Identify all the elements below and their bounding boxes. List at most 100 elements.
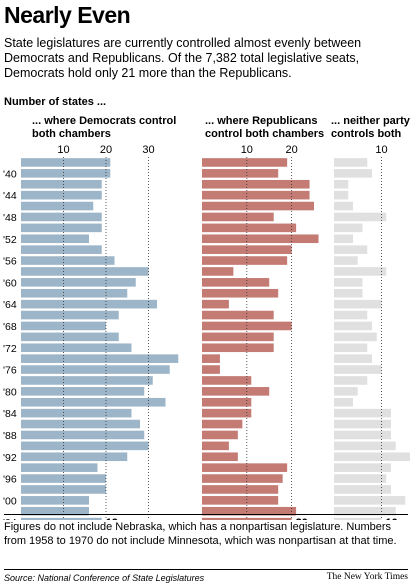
credit: The New York Times <box>326 572 408 582</box>
bar <box>202 485 279 494</box>
end-value-label: 19 <box>106 517 118 520</box>
bar <box>202 387 270 396</box>
republicans-column-header: ... where Republicans control both chamb… <box>205 115 325 140</box>
bar <box>334 169 372 178</box>
bar <box>21 288 128 298</box>
year-label: '48 <box>3 212 17 224</box>
bar <box>334 506 396 516</box>
bar <box>334 158 368 167</box>
bar <box>202 169 279 178</box>
divider-bottom <box>4 569 408 570</box>
bar <box>334 310 368 320</box>
bar <box>202 441 229 451</box>
bar <box>21 267 149 276</box>
bar <box>334 430 391 440</box>
bar <box>334 463 391 472</box>
bar <box>21 408 132 418</box>
bar <box>202 365 220 374</box>
bar <box>334 332 377 342</box>
bar <box>202 332 274 342</box>
bar <box>202 212 274 222</box>
bar <box>202 256 288 265</box>
end-value-label: 10 <box>386 517 398 520</box>
bar <box>21 310 119 320</box>
bar <box>21 190 102 200</box>
bar <box>202 430 238 440</box>
bar <box>334 354 372 363</box>
bar <box>202 463 288 472</box>
bar <box>21 397 166 407</box>
bar <box>21 234 89 244</box>
bar <box>21 158 111 167</box>
bar <box>202 496 279 505</box>
bar <box>21 463 98 472</box>
bar-chart: 10 20 30 19 10 20 20 10 10 '40 '44 '48 '52 '56 '60 '64 '… <box>3 144 410 520</box>
bar <box>202 506 297 516</box>
bar <box>334 485 391 494</box>
bar <box>21 452 128 462</box>
bar <box>334 419 391 429</box>
bar <box>21 485 106 494</box>
tick-label: 10 <box>375 144 387 156</box>
bar <box>21 496 89 505</box>
tick-label: 20 <box>286 144 298 156</box>
bar <box>21 376 153 385</box>
bar <box>21 169 111 178</box>
bar <box>21 223 102 233</box>
bar <box>334 267 387 276</box>
bar <box>202 419 243 429</box>
year-label: '04 <box>3 517 17 520</box>
year-label: '56 <box>3 256 17 268</box>
year-label: '52 <box>3 234 17 246</box>
year-label: '00 <box>3 495 17 507</box>
bar <box>202 245 292 254</box>
bar <box>202 343 274 353</box>
bar <box>202 158 288 167</box>
chart-title: Nearly Even <box>4 2 131 28</box>
source-note: Source: National Conference of State Leg… <box>4 573 205 583</box>
bar <box>21 517 102 520</box>
footnote: Figures do not include Nebraska, which h… <box>4 521 397 547</box>
bar <box>21 201 94 211</box>
bar <box>334 365 382 374</box>
bar <box>334 321 372 331</box>
year-label: '72 <box>3 343 17 355</box>
bar <box>334 288 363 298</box>
bar <box>334 245 368 254</box>
bar <box>334 212 387 222</box>
bar <box>21 278 136 287</box>
bar <box>21 365 170 374</box>
bar <box>334 496 406 505</box>
bar <box>334 343 368 353</box>
bar <box>202 201 315 211</box>
bar <box>202 278 270 287</box>
bar <box>334 223 363 233</box>
bar <box>21 506 89 516</box>
bar <box>202 190 310 200</box>
bar <box>202 234 319 244</box>
bar <box>334 452 410 462</box>
bar <box>334 376 368 385</box>
bar <box>21 343 132 353</box>
bar <box>21 256 115 265</box>
bar <box>202 474 283 483</box>
year-label: '92 <box>3 452 17 464</box>
bar <box>334 201 353 211</box>
bar <box>334 517 382 520</box>
bar <box>202 288 279 298</box>
bar <box>202 376 252 385</box>
year-label: '80 <box>3 386 17 398</box>
bar <box>202 299 229 309</box>
bar <box>334 474 387 483</box>
bar <box>21 354 179 363</box>
bar <box>334 278 363 287</box>
bar <box>21 212 102 222</box>
tick-label: 20 <box>100 144 112 156</box>
bar <box>202 354 220 363</box>
year-label: '68 <box>3 321 17 333</box>
democrats-column-header: ... where Democrats control both chamber… <box>32 115 177 140</box>
year-label: '84 <box>3 408 17 420</box>
bar <box>334 441 396 451</box>
bar <box>202 179 310 189</box>
bar <box>334 234 353 244</box>
